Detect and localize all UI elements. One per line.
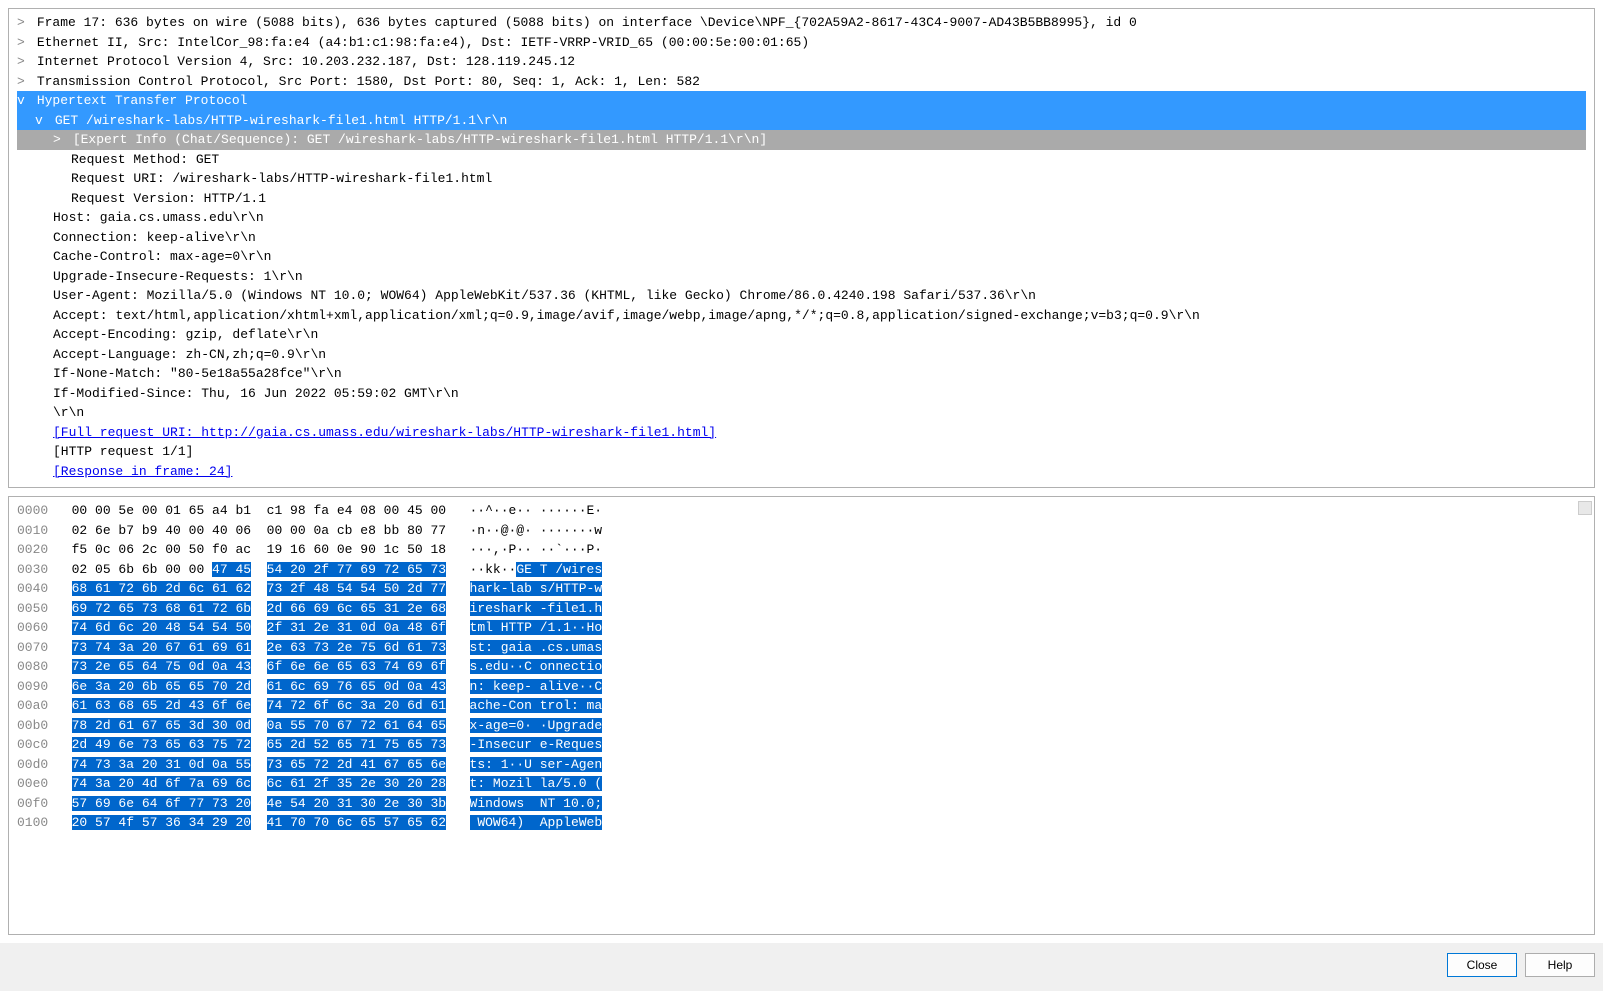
dialog-footer: Close Help	[0, 943, 1603, 991]
http-protocol-header[interactable]: v Hypertext Transfer Protocol	[17, 91, 1586, 111]
hex-row[interactable]: 0010 02 6e b7 b9 40 00 40 06 00 00 0a cb…	[17, 521, 1586, 541]
hex-row[interactable]: 00f0 57 69 6e 64 6f 77 73 20 4e 54 20 31…	[17, 794, 1586, 814]
hex-row[interactable]: 00e0 74 3a 20 4d 6f 7a 69 6c 6c 61 2f 35…	[17, 774, 1586, 794]
frame-summary[interactable]: > Frame 17: 636 bytes on wire (5088 bits…	[17, 13, 1586, 33]
http-if-modified-since[interactable]: If-Modified-Since: Thu, 16 Jun 2022 05:5…	[17, 384, 1586, 404]
http-get-line[interactable]: v GET /wireshark-labs/HTTP-wireshark-fil…	[17, 111, 1586, 131]
scrollbar-up-icon[interactable]	[1578, 501, 1592, 515]
request-method[interactable]: Request Method: GET	[17, 150, 1586, 170]
http-crlf[interactable]: \r\n	[17, 403, 1586, 423]
hex-row[interactable]: 00c0 2d 49 6e 73 65 63 75 72 65 2d 52 65…	[17, 735, 1586, 755]
http-upgrade-insecure[interactable]: Upgrade-Insecure-Requests: 1\r\n	[17, 267, 1586, 287]
ip-summary[interactable]: > Internet Protocol Version 4, Src: 10.2…	[17, 52, 1586, 72]
ethernet-summary[interactable]: > Ethernet II, Src: IntelCor_98:fa:e4 (a…	[17, 33, 1586, 53]
hex-row[interactable]: 00a0 61 63 68 65 2d 43 6f 6e 74 72 6f 6c…	[17, 696, 1586, 716]
http-response-frame[interactable]: [Response in frame: 24]	[17, 462, 1586, 482]
http-if-none-match[interactable]: If-None-Match: "80-5e18a55a28fce"\r\n	[17, 364, 1586, 384]
http-accept-encoding[interactable]: Accept-Encoding: gzip, deflate\r\n	[17, 325, 1586, 345]
http-cache-control[interactable]: Cache-Control: max-age=0\r\n	[17, 247, 1586, 267]
close-button[interactable]: Close	[1447, 953, 1517, 977]
help-button[interactable]: Help	[1525, 953, 1595, 977]
hex-row[interactable]: 0080 73 2e 65 64 75 0d 0a 43 6f 6e 6e 65…	[17, 657, 1586, 677]
hex-row[interactable]: 0030 02 05 6b 6b 00 00 47 45 54 20 2f 77…	[17, 560, 1586, 580]
packet-details-window: > Frame 17: 636 bytes on wire (5088 bits…	[0, 0, 1603, 991]
hex-row[interactable]: 0100 20 57 4f 57 36 34 29 20 41 70 70 6c…	[17, 813, 1586, 833]
hex-row[interactable]: 0000 00 00 5e 00 01 65 a4 b1 c1 98 fa e4…	[17, 501, 1586, 521]
packet-bytes-pane[interactable]: 0000 00 00 5e 00 01 65 a4 b1 c1 98 fa e4…	[8, 496, 1595, 935]
http-full-uri[interactable]: [Full request URI: http://gaia.cs.umass.…	[17, 423, 1586, 443]
hex-row[interactable]: 0050 69 72 65 73 68 61 72 6b 2d 66 69 6c…	[17, 599, 1586, 619]
http-request-num[interactable]: [HTTP request 1/1]	[17, 442, 1586, 462]
http-accept-language[interactable]: Accept-Language: zh-CN,zh;q=0.9\r\n	[17, 345, 1586, 365]
http-host[interactable]: Host: gaia.cs.umass.edu\r\n	[17, 208, 1586, 228]
hex-row[interactable]: 0060 74 6d 6c 20 48 54 54 50 2f 31 2e 31…	[17, 618, 1586, 638]
hex-row[interactable]: 0020 f5 0c 06 2c 00 50 f0 ac 19 16 60 0e…	[17, 540, 1586, 560]
hex-row[interactable]: 0090 6e 3a 20 6b 65 65 70 2d 61 6c 69 76…	[17, 677, 1586, 697]
packet-details-tree[interactable]: > Frame 17: 636 bytes on wire (5088 bits…	[8, 8, 1595, 488]
tcp-summary[interactable]: > Transmission Control Protocol, Src Por…	[17, 72, 1586, 92]
hex-row[interactable]: 00b0 78 2d 61 67 65 3d 30 0d 0a 55 70 67…	[17, 716, 1586, 736]
http-user-agent[interactable]: User-Agent: Mozilla/5.0 (Windows NT 10.0…	[17, 286, 1586, 306]
hex-row[interactable]: 0070 73 74 3a 20 67 61 69 61 2e 63 73 2e…	[17, 638, 1586, 658]
hex-row[interactable]: 00d0 74 73 3a 20 31 0d 0a 55 73 65 72 2d…	[17, 755, 1586, 775]
expert-info[interactable]: > [Expert Info (Chat/Sequence): GET /wir…	[17, 130, 1586, 150]
http-accept[interactable]: Accept: text/html,application/xhtml+xml,…	[17, 306, 1586, 326]
http-connection[interactable]: Connection: keep-alive\r\n	[17, 228, 1586, 248]
hex-row[interactable]: 0040 68 61 72 6b 2d 6c 61 62 73 2f 48 54…	[17, 579, 1586, 599]
request-version[interactable]: Request Version: HTTP/1.1	[17, 189, 1586, 209]
request-uri[interactable]: Request URI: /wireshark-labs/HTTP-wiresh…	[17, 169, 1586, 189]
